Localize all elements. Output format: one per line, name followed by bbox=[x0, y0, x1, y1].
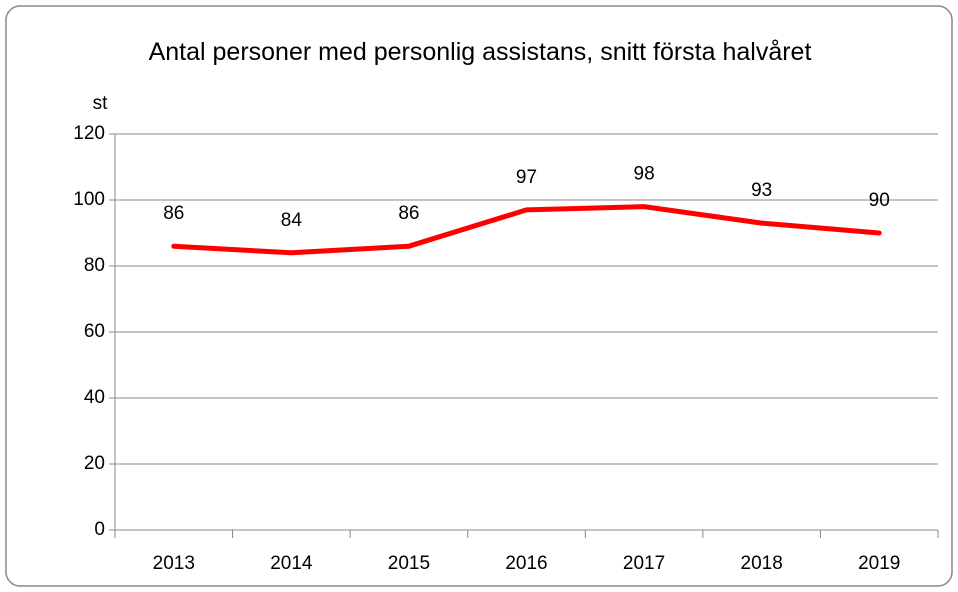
y-axis-label: st bbox=[93, 93, 109, 114]
x-tick-label: 2014 bbox=[270, 553, 313, 574]
data-label: 84 bbox=[281, 210, 303, 231]
data-label: 93 bbox=[751, 180, 772, 201]
x-tick-label: 2013 bbox=[153, 553, 195, 574]
x-tick-label: 2016 bbox=[505, 553, 547, 574]
x-tick-label: 2018 bbox=[741, 553, 783, 574]
line bbox=[171, 204, 882, 256]
chart-title: Antal personer med personlig assistans, … bbox=[148, 38, 812, 66]
y-tick-label: 40 bbox=[84, 387, 105, 408]
y-tick-label: 0 bbox=[94, 519, 105, 540]
y-tick-label: 120 bbox=[73, 123, 105, 144]
y-tick-label: 100 bbox=[73, 189, 105, 210]
data-label: 97 bbox=[516, 167, 537, 188]
x-tick-label: 2019 bbox=[858, 553, 900, 574]
x-tick-label: 2017 bbox=[623, 553, 665, 574]
x-tick-label: 2015 bbox=[388, 553, 430, 574]
data-label: 98 bbox=[634, 164, 655, 185]
y-tick-label: 60 bbox=[84, 321, 105, 342]
chart-border bbox=[5, 5, 953, 587]
y-tick-label: 80 bbox=[84, 255, 105, 276]
data-label: 86 bbox=[163, 203, 184, 224]
data-label: 86 bbox=[398, 203, 419, 224]
data-label: 90 bbox=[869, 190, 890, 211]
y-tick-label: 20 bbox=[84, 453, 105, 474]
